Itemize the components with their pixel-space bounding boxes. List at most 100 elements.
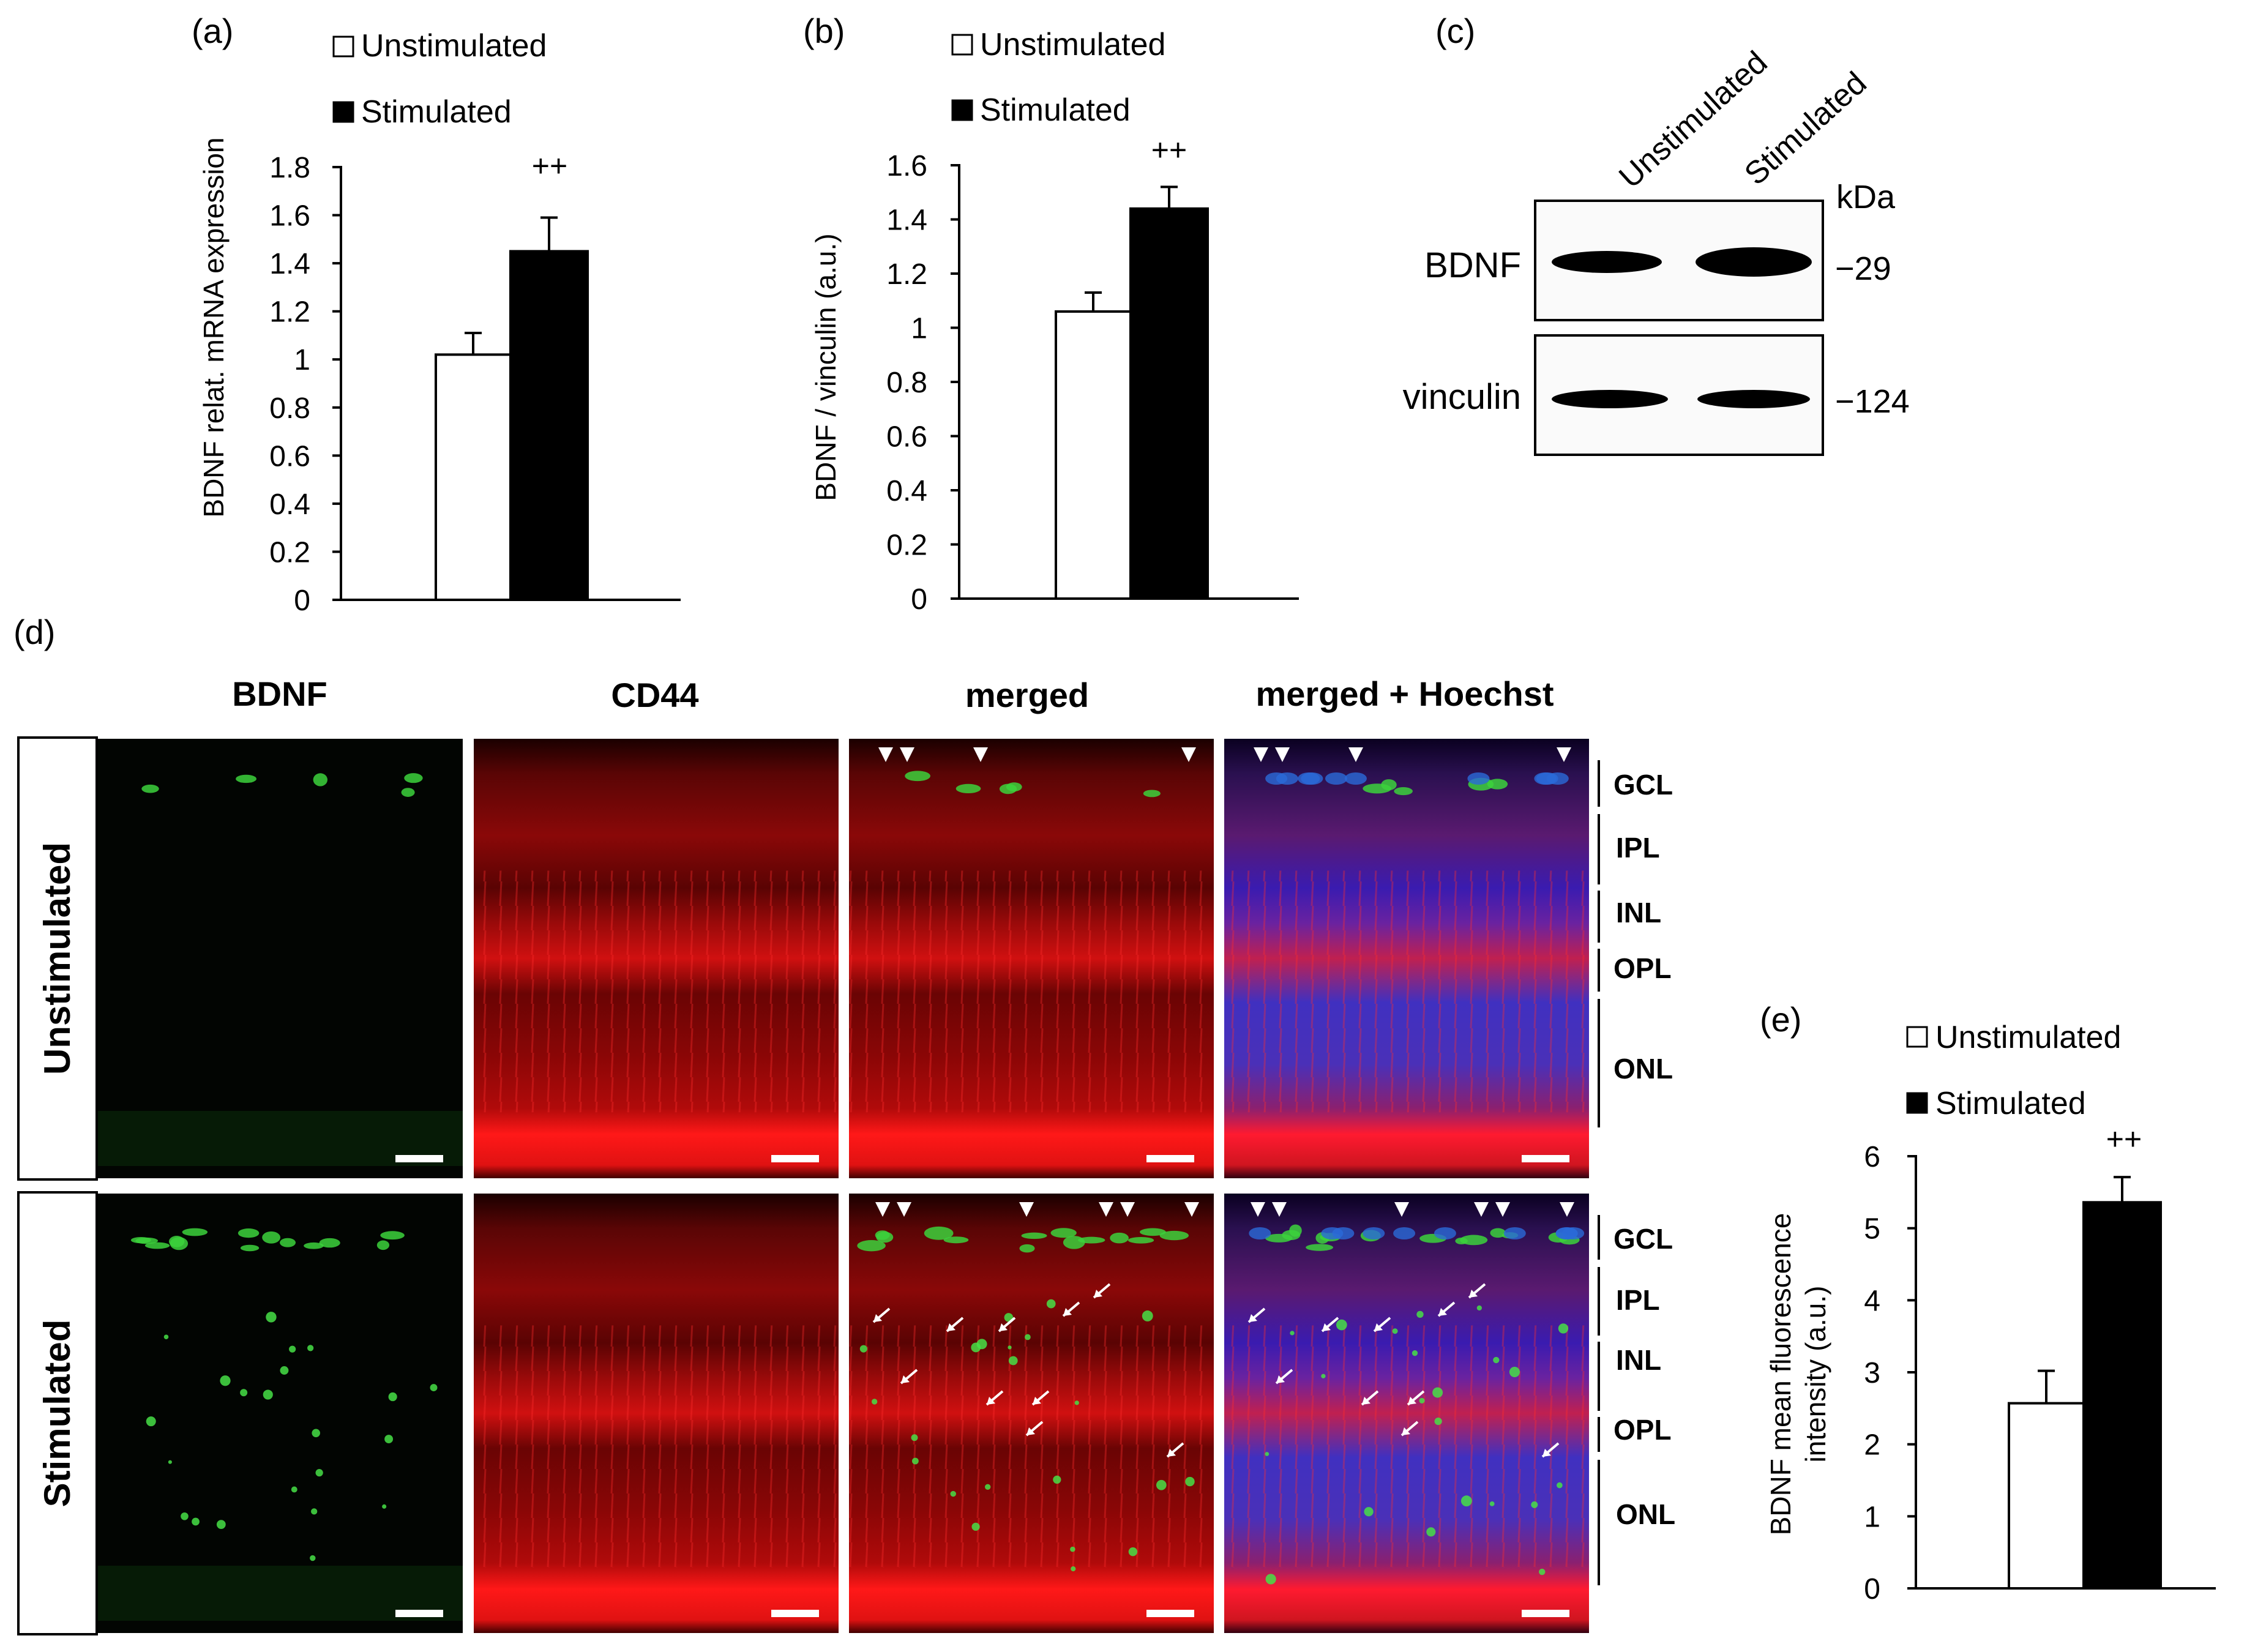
blot-band-vinculin-stimulated — [1697, 390, 1810, 408]
blot-band-bdnf-stimulated — [1696, 247, 1812, 277]
legend-swatch-unstimulated — [332, 36, 354, 58]
panel-a-letter: (a) — [192, 12, 233, 50]
micro-image-stimulated-merged-hoechst — [1224, 1194, 1589, 1633]
bar-stimulated — [1129, 207, 1209, 600]
y-tick-label: 1.2 — [269, 296, 310, 329]
arrowhead-marker — [1254, 747, 1268, 762]
panel-b-chart: (b) Unstimulated Stimulated 0 0.2 0.4 0.6 0.… — [803, 12, 1299, 616]
panel-e-y-axis-title-line1: BDNF mean fluorescence — [1765, 1213, 1797, 1536]
micro-image-unstimulated-bdnf — [98, 739, 463, 1178]
arrowhead-marker — [1495, 1202, 1510, 1217]
y-tick-label: 1.6 — [269, 200, 310, 233]
micro-image-unstimulated-merged-hoechst — [1224, 739, 1589, 1178]
y-tick-label: 0.2 — [269, 536, 310, 569]
y-tick-label: 1 — [911, 313, 927, 345]
micro-col-head-merged: merged — [965, 676, 1089, 714]
micro-row-head-stimulated: Stimulated — [37, 1320, 78, 1508]
arrowhead-marker — [1348, 747, 1363, 762]
arrowhead-marker — [1275, 747, 1290, 762]
y-tick-label: 0.8 — [886, 367, 927, 399]
y-tick-label: 5 — [1864, 1213, 1880, 1246]
significance-marker: ++ — [532, 149, 567, 183]
layer-label-gcl: GCL — [1613, 769, 1673, 801]
y-tick-label: 2 — [1864, 1429, 1880, 1462]
bar-unstimulated — [2008, 1402, 2085, 1590]
y-tick-label: 4 — [1864, 1285, 1880, 1317]
layer-label-inl: INL — [1616, 1344, 1661, 1376]
bar-unstimulated — [1055, 310, 1132, 600]
micro-image-stimulated-bdnf — [98, 1194, 463, 1633]
arrowhead-marker — [973, 747, 988, 762]
y-tick-label: 1.4 — [886, 204, 927, 237]
panel-b-y-axis-title: BDNF / vinculin (a.u.) — [810, 233, 842, 501]
arrowhead-marker — [1560, 1202, 1574, 1217]
y-tick-label: 0.4 — [269, 488, 310, 521]
legend-swatch-stimulated — [951, 99, 973, 121]
bar-stimulated — [2082, 1201, 2162, 1590]
layer-label-gcl: GCL — [1613, 1223, 1673, 1255]
bar-unstimulated — [435, 353, 512, 601]
panel-d-microscopy: (d) BDNF CD44 merged merged + Hoechst Un… — [13, 613, 1675, 1635]
panel-c-letter: (c) — [1435, 12, 1475, 50]
blot-band-bdnf-unstimulated — [1552, 251, 1662, 273]
panel-b-legend: Unstimulated Stimulated — [951, 27, 1165, 128]
micro-row-head-unstimulated: Unstimulated — [37, 842, 78, 1075]
micro-image-unstimulated-merged — [849, 739, 1214, 1178]
scale-bar — [395, 1155, 443, 1162]
y-tick-label: 1.4 — [269, 248, 310, 280]
blot-label-bdnf: BDNF — [1424, 245, 1521, 285]
panel-e-chart: (e) Unstimulated Stimulated 0 1 2 3 4 5 6 ++ BD… — [1760, 1000, 2216, 1605]
arrowhead-marker — [1099, 1202, 1113, 1217]
layer-label-onl: ONL — [1616, 1498, 1675, 1530]
y-tick-label: 1 — [1864, 1501, 1880, 1533]
scale-bar — [1522, 1155, 1569, 1162]
scale-bar — [771, 1155, 819, 1162]
y-tick-label: 0.6 — [886, 421, 927, 454]
y-tick-label: 1.2 — [886, 258, 927, 291]
layer-label-inl: INL — [1616, 897, 1661, 929]
significance-marker: ++ — [1151, 133, 1187, 167]
arrowhead-marker — [1394, 1202, 1409, 1217]
arrowhead-marker — [1474, 1202, 1489, 1217]
y-tick-label: 0.2 — [886, 529, 927, 562]
blot-label-vinculin: vinculin — [1403, 377, 1521, 417]
scale-bar — [771, 1610, 819, 1617]
arrowhead-marker — [1272, 1202, 1287, 1217]
layer-label-ipl: IPL — [1616, 832, 1660, 864]
y-tick-label: 1 — [294, 344, 310, 376]
legend-label-unstimulated: Unstimulated — [1935, 1020, 2121, 1055]
legend-label-unstimulated: Unstimulated — [361, 28, 547, 64]
y-tick-label: 6 — [1864, 1141, 1880, 1173]
layer-label-onl: ONL — [1613, 1053, 1673, 1085]
legend-label-stimulated: Stimulated — [980, 92, 1131, 128]
micro-image-stimulated-merged — [849, 1194, 1214, 1633]
panel-b-letter: (b) — [803, 12, 845, 50]
scale-bar — [1522, 1610, 1569, 1617]
legend-swatch-stimulated — [332, 101, 354, 123]
layer-labels-stimulated: GCL IPL INL OPL ONL — [1598, 1215, 1675, 1585]
layer-label-ipl: IPL — [1616, 1284, 1660, 1316]
y-tick-label: 3 — [1864, 1357, 1880, 1389]
arrowhead-marker — [1184, 1202, 1199, 1217]
legend-swatch-stimulated — [1906, 1092, 1928, 1114]
panel-e-legend: Unstimulated Stimulated — [1906, 1020, 2121, 1121]
y-tick-label: 0.4 — [886, 475, 927, 507]
y-tick-label: 0 — [294, 585, 310, 617]
arrowhead-marker — [1251, 1202, 1265, 1217]
blot-band-vinculin-unstimulated — [1552, 390, 1668, 408]
y-tick-label: 1.6 — [886, 150, 927, 182]
legend-label-stimulated: Stimulated — [361, 94, 512, 130]
micro-col-head-merged-hoechst: merged + Hoechst — [1255, 675, 1554, 713]
bar-stimulated — [509, 250, 589, 601]
micro-image-stimulated-cd44 — [474, 1194, 839, 1633]
micro-row-box-unstimulated — [17, 736, 98, 1181]
blot-unit-label: kDa — [1836, 179, 1896, 215]
arrowhead-marker — [875, 1202, 890, 1217]
panel-c-western-blot: (c) Unstimulated Stimulated kDa BDNF −29… — [1403, 12, 1910, 456]
legend-label-unstimulated: Unstimulated — [980, 27, 1165, 62]
panel-a-legend: Unstimulated Stimulated — [332, 28, 547, 130]
arrowhead-marker — [878, 747, 893, 762]
scale-bar — [395, 1610, 443, 1617]
panel-a-chart: (a) Unstimulated Stimulated 0 0.2 0.4 0.6 0.… — [192, 12, 681, 617]
